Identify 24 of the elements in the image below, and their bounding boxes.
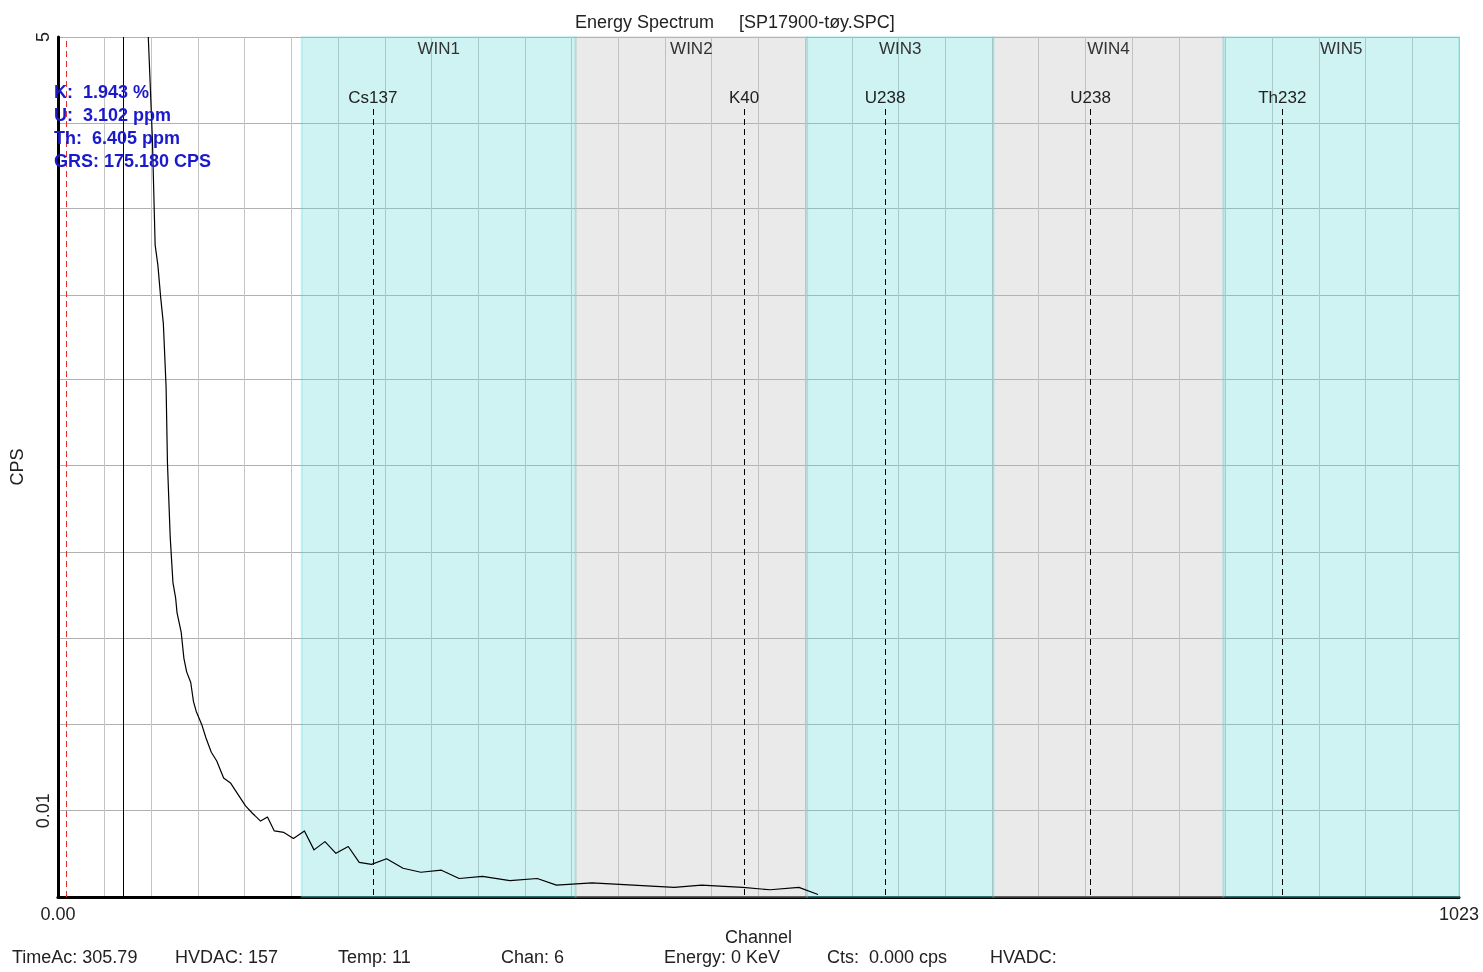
band-label: WIN1 <box>417 39 460 58</box>
y-tick-label: 0.01 <box>32 793 53 829</box>
text: Chan: 6 <box>501 947 565 967</box>
band-label: WIN4 <box>1087 39 1130 58</box>
ref-line-label: Cs137 <box>348 88 398 107</box>
y-tick-label: 5 <box>32 31 53 43</box>
text: Energy: 0 KeV <box>664 947 781 967</box>
text: Cts: 0.000 cps <box>827 947 948 967</box>
x-tick-label: 1023 <box>1438 904 1480 924</box>
chart-title: Energy Spectrum [SP17900-tøy.SPC] <box>575 12 895 32</box>
ref-line-label: K40 <box>728 88 760 107</box>
text: Temp: 11 <box>338 947 411 967</box>
band-label: WIN3 <box>878 39 922 58</box>
band-label: WIN2 <box>670 39 713 58</box>
text: TimeAc: 305.79 <box>12 947 138 967</box>
ref-line-label: U238 <box>1070 88 1111 107</box>
band-label: WIN5 <box>1319 39 1363 58</box>
ref-line-label: U238 <box>864 88 906 107</box>
text: HVADC: <box>990 947 1057 967</box>
text: HVDAC: 157 <box>175 947 279 967</box>
x-tick-label: 0.00 <box>40 904 76 924</box>
ref-line-label: Th232 <box>1258 88 1307 107</box>
x-axis-title: Channel <box>724 926 792 947</box>
y-axis-title: CPS <box>7 448 27 486</box>
